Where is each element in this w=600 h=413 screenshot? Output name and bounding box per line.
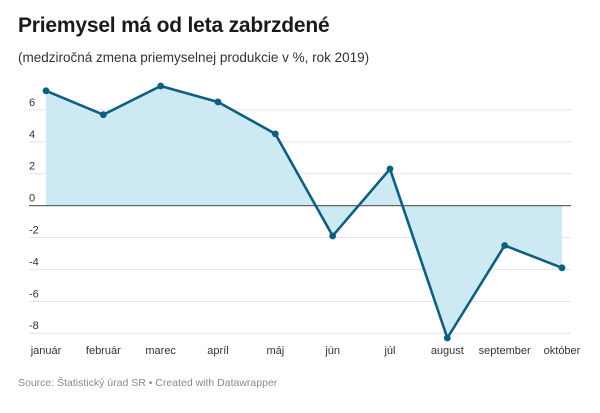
y-tick-label: 4 [29,129,35,141]
data-point [99,111,107,119]
series-line [44,84,564,340]
x-tick-label: február [86,345,121,357]
y-tick-label: -4 [29,256,39,268]
data-point [386,165,394,173]
data-point [271,130,279,138]
data-point [214,98,222,106]
source-note: Source: Štatistický úrad SR • Created wi… [18,377,278,389]
area-fill-layer [46,86,562,338]
data-points [42,82,566,342]
x-axis-ticks: január február marec apríl máj jún júl august se… [30,345,581,357]
x-tick-label: september [479,345,531,357]
x-tick-label: august [431,345,464,357]
x-tick-label: jún [324,345,340,357]
y-tick-label: -6 [29,288,39,300]
y-tick-label: 0 [29,193,35,205]
data-point [157,82,165,90]
x-tick-label: október [544,345,581,357]
x-tick-label: apríl [207,345,228,357]
chart-subtitle: (medziročná zmena priemyselnej produkcie… [18,50,370,65]
x-tick-label: marec [145,345,176,357]
x-tick-label: júl [383,345,395,357]
y-tick-label: -8 [29,320,39,332]
data-point [501,242,509,249]
x-tick-label: január [30,345,62,357]
y-tick-label: -2 [29,225,39,237]
series-line-layer [44,84,564,340]
y-axis-ticks: -8 -6 -4 -2 0 2 4 6 [29,97,39,332]
area-fill [46,86,562,338]
y-tick-label: 6 [29,97,35,109]
x-tick-label: máj [266,345,284,357]
data-point [329,232,337,240]
data-point [42,87,50,95]
data-point [443,334,451,342]
y-tick-label: 2 [29,161,35,173]
chart-title: Priemysel má od leta zabrzdené [18,14,330,37]
data-point [558,264,566,272]
